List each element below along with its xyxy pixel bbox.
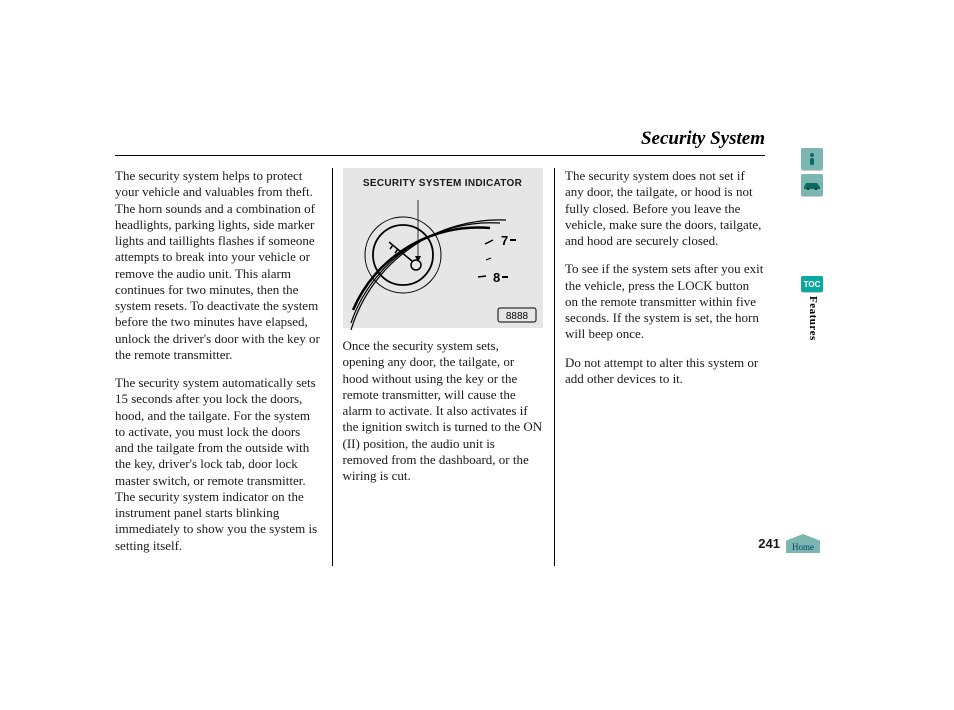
toc-tab-wrap: TOC Features [801,276,821,341]
odometer-value: 8888 [505,311,528,322]
car-icon [803,180,821,190]
info-tab[interactable] [801,148,823,170]
toc-label: TOC [804,280,821,289]
indicator-figure: SECURITY SYSTEM INDICATOR [343,168,543,328]
col3-para1: The security system does not set if any … [565,168,765,249]
info-icon [806,152,818,166]
page-number: 241 [758,536,780,551]
toc-tab[interactable]: TOC [801,276,823,292]
columns: The security system helps to protect you… [115,168,765,566]
home-label: Home [792,542,814,552]
col1-para1: The security system helps to protect you… [115,168,320,363]
figure-title: SECURITY SYSTEM INDICATOR [343,178,543,191]
page: Security System The security system help… [0,0,954,710]
col3-para3: Do not attempt to alter this system or a… [565,355,765,388]
column-2: SECURITY SYSTEM INDICATOR [332,168,543,566]
sidebar-tabs: TOC Features [801,148,821,341]
section-label: Features [807,296,819,341]
header-rule [115,155,765,156]
home-button[interactable]: Home [786,534,820,553]
footer: 241 Home [758,534,820,553]
column-1: The security system helps to protect you… [115,168,320,566]
col1-para2: The security system automatically sets 1… [115,375,320,554]
tick-8: 8 [493,270,500,285]
column-3: The security system does not set if any … [554,168,765,566]
col2-para1: Once the security system sets, opening a… [343,338,543,484]
car-tab[interactable] [801,174,823,196]
gauge-diagram: 8888 7 8 [343,190,543,330]
col3-para2: To see if the system sets after you exit… [565,261,765,342]
page-title: Security System [641,128,765,150]
tick-7: 7 [501,233,508,248]
